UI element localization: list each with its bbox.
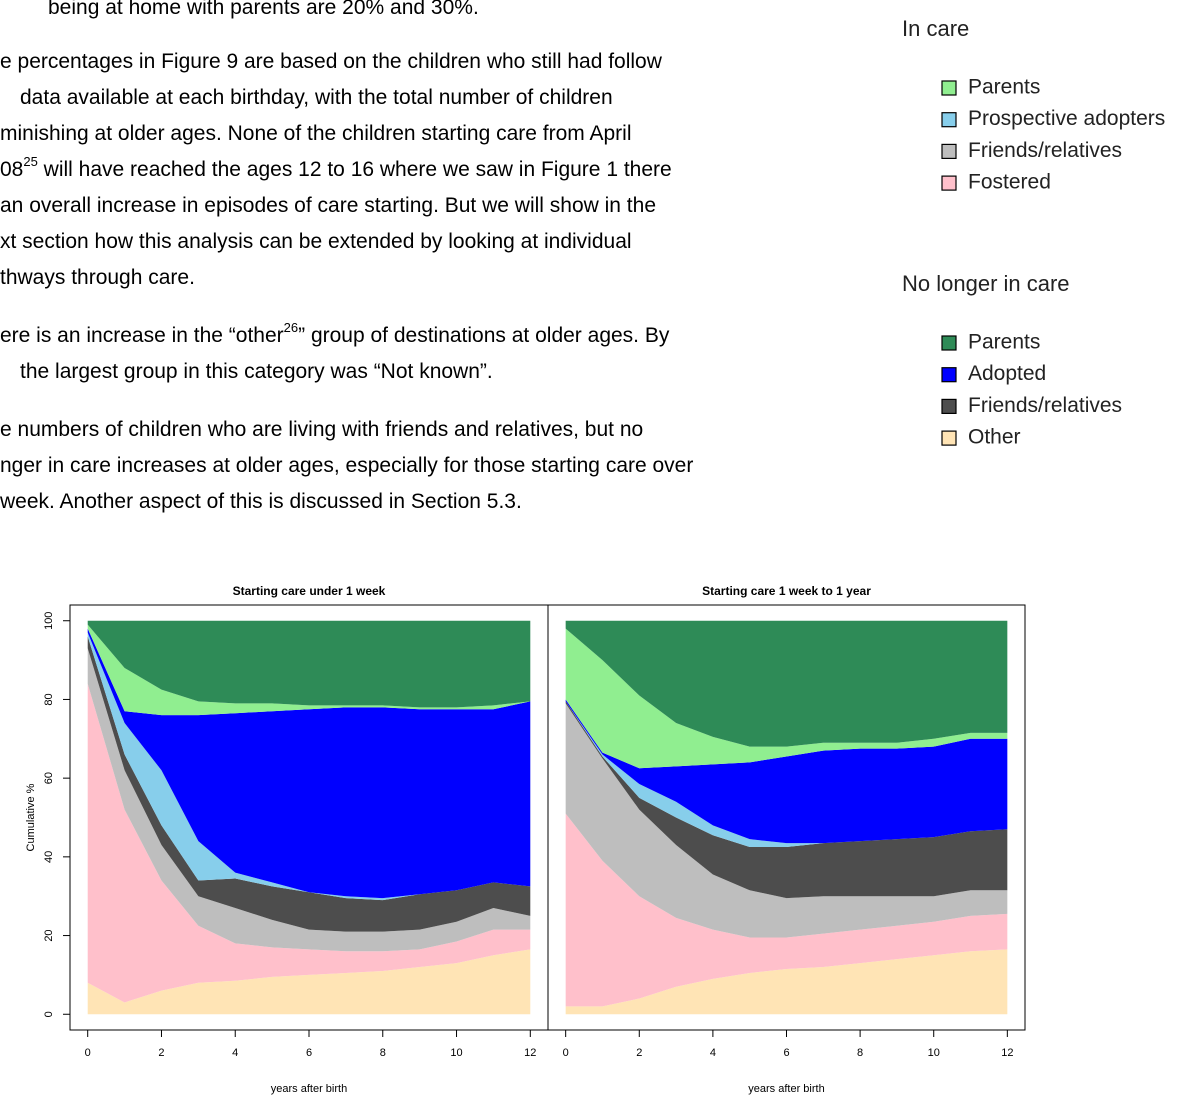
area xyxy=(87,949,531,1015)
text-run: e numbers of children who are living wit… xyxy=(0,418,643,441)
area xyxy=(565,628,1008,769)
area xyxy=(87,628,531,899)
area xyxy=(87,683,531,1003)
x-tick-label: 8 xyxy=(857,1047,863,1059)
text-line: e numbers of children who are living wit… xyxy=(0,418,643,441)
text-line: 0825 will have reached the ages 12 to 16… xyxy=(0,154,672,181)
area xyxy=(87,636,531,932)
text-line: nger in care increases at older ages, es… xyxy=(0,454,693,477)
text-run: ere is an increase in the “other xyxy=(0,324,284,347)
legend-label: Adopted xyxy=(968,362,1046,385)
legend-label: Parents xyxy=(968,76,1040,99)
x-tick-label: 0 xyxy=(563,1047,569,1059)
y-tick-label: 60 xyxy=(43,772,55,784)
x-axis-label: years after birth xyxy=(748,1083,824,1095)
legend-label: Parents xyxy=(968,331,1040,354)
text-line: the largest group in this category was “… xyxy=(20,360,493,383)
text-run: e percentages in Figure 9 are based on t… xyxy=(0,50,663,73)
y-axis-label: Cumulative % xyxy=(25,783,37,851)
text-run: being at home with parents are 20% and 3… xyxy=(48,0,479,19)
text-run: an overall increase in episodes of care … xyxy=(0,194,656,217)
area xyxy=(565,813,1008,1007)
y-tick-label: 100 xyxy=(43,612,55,630)
area xyxy=(87,620,531,708)
x-tick-label: 4 xyxy=(710,1047,716,1059)
legend-swatch xyxy=(941,143,957,159)
text-run: minishing at older ages. None of the chi… xyxy=(0,122,632,145)
area xyxy=(565,699,1008,844)
legend-title: In care xyxy=(902,16,969,41)
legend-label: Friends/relatives xyxy=(968,394,1122,417)
area xyxy=(565,703,1008,938)
legend-label: Other xyxy=(968,426,1021,449)
chart: Starting care under 1 week 0 2 4 6 8 10 12 0 20 40… xyxy=(25,584,549,1095)
legend-swatch xyxy=(941,80,957,96)
x-tick-label: 10 xyxy=(450,1047,462,1059)
legend-swatch xyxy=(941,112,957,128)
text-run: thways through care. xyxy=(0,266,195,289)
text-line: thways through care. xyxy=(0,266,195,289)
area xyxy=(87,648,531,952)
text-run: ” group of destinations at older ages. B… xyxy=(298,324,670,347)
text-line: ere is an increase in the “other26” grou… xyxy=(0,320,670,347)
legend-label: Friends/relatives xyxy=(968,139,1122,162)
text-run: week. Another aspect of this is discusse… xyxy=(0,490,522,513)
legend-title: No longer in care xyxy=(902,271,1070,296)
x-tick-label: 12 xyxy=(1001,1047,1013,1059)
superscript: 26 xyxy=(284,320,298,335)
area xyxy=(87,624,531,716)
x-tick-label: 8 xyxy=(380,1047,386,1059)
text-run: will have reached the ages 12 to 16 wher… xyxy=(38,158,672,181)
text-line: data available at each birthday, with th… xyxy=(20,86,613,109)
area xyxy=(565,949,1008,1015)
y-tick-label: 0 xyxy=(43,1011,55,1017)
x-tick-label: 2 xyxy=(636,1047,642,1059)
text-run: 08 xyxy=(0,158,23,181)
x-axis-label: years after birth xyxy=(271,1083,347,1095)
x-tick-label: 6 xyxy=(783,1047,789,1059)
text-run: xt section how this analysis can be exte… xyxy=(0,230,632,253)
text-line: xt section how this analysis can be exte… xyxy=(0,230,632,253)
legend-label: Prospective adopters xyxy=(968,107,1165,130)
x-tick-label: 6 xyxy=(306,1047,312,1059)
text-run: the largest group in this category was “… xyxy=(20,360,493,383)
text-run: data available at each birthday, with th… xyxy=(20,86,613,109)
y-tick-label: 20 xyxy=(43,929,55,941)
y-tick-label: 40 xyxy=(43,851,55,863)
legend-swatch xyxy=(941,367,957,383)
x-tick-label: 2 xyxy=(158,1047,164,1059)
text-line: minishing at older ages. None of the chi… xyxy=(0,122,632,145)
chart-title: Starting care under 1 week xyxy=(233,584,386,598)
area xyxy=(565,620,1008,747)
y-tick-label: 80 xyxy=(43,693,55,705)
legend-swatch xyxy=(941,335,957,351)
chart: Starting care 1 week to 1 year 0 2 4 6 8 10 12 y… xyxy=(547,584,1026,1095)
text-line: being at home with parents are 20% and 3… xyxy=(48,0,479,19)
chart-title: Starting care 1 week to 1 year xyxy=(702,584,871,598)
x-tick-label: 0 xyxy=(85,1047,91,1059)
x-tick-label: 12 xyxy=(524,1047,536,1059)
x-tick-label: 4 xyxy=(232,1047,238,1059)
legend-swatch xyxy=(941,175,957,191)
legend-swatch xyxy=(941,398,957,414)
text-line: week. Another aspect of this is discusse… xyxy=(0,490,522,513)
area xyxy=(565,701,1008,848)
legend-label: Fostered xyxy=(968,171,1051,194)
text-run: nger in care increases at older ages, es… xyxy=(0,454,693,477)
legend-swatch xyxy=(941,430,957,446)
text-line: e percentages in Figure 9 are based on t… xyxy=(0,50,663,73)
superscript: 25 xyxy=(23,154,37,169)
area xyxy=(565,701,1008,899)
text-line: an overall increase in episodes of care … xyxy=(0,194,656,217)
x-tick-label: 10 xyxy=(928,1047,940,1059)
